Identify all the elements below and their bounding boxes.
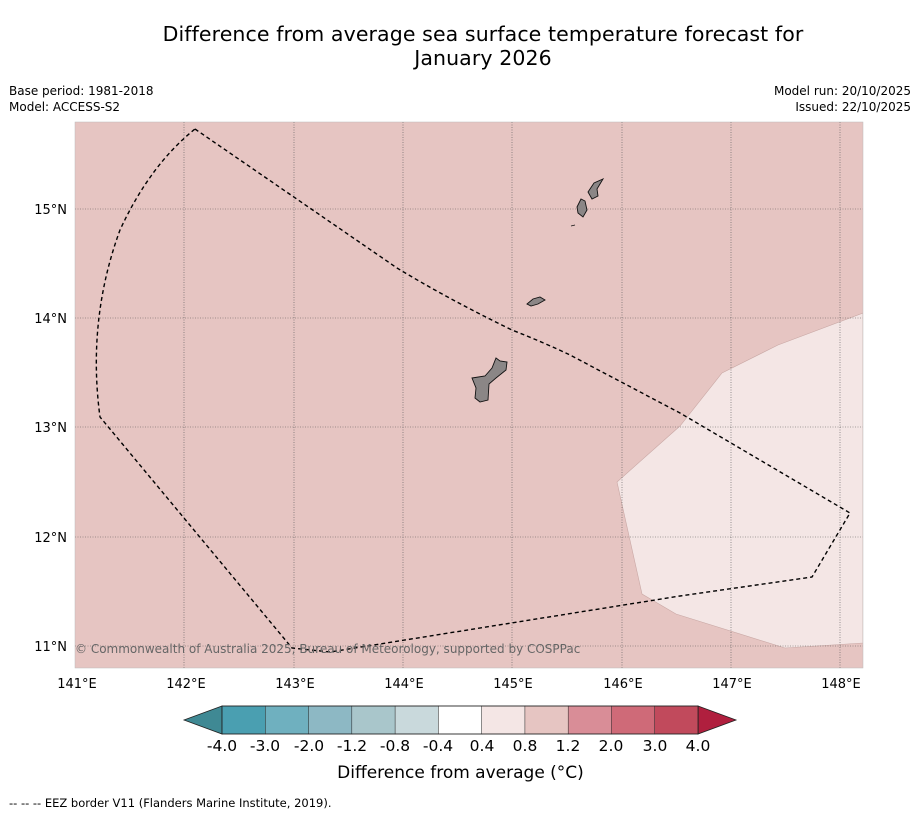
lat-label: 14°N [34, 312, 67, 327]
colorbar-segment [351, 705, 396, 735]
title-line-2: January 2026 [414, 46, 552, 70]
colorbar-tick: -4.0 [207, 737, 237, 755]
guam-island [471, 357, 508, 403]
lat-label: 15°N [34, 203, 67, 218]
lon-label: 143°E [275, 677, 315, 692]
colorbar-segment [524, 705, 569, 735]
lon-label: 145°E [493, 677, 533, 692]
colorbar-segment [394, 705, 439, 735]
colorbar-under-arrow [182, 705, 223, 735]
colorbar-segment [308, 705, 353, 735]
colorbar-ticks: -4.0 -3.0 -2.0 -1.2 -0.8 -0.4 0.4 0.8 1.… [207, 737, 710, 755]
colorbar-segment [611, 705, 656, 735]
eez-footnote: -- -- -- EEZ border V11 (Flanders Marine… [9, 796, 332, 810]
lon-label: 144°E [384, 677, 424, 692]
copyright-notice: © Commonwealth of Australia 2025, Bureau… [75, 642, 580, 656]
lon-label: 142°E [166, 677, 206, 692]
colorbar-segment [438, 705, 483, 735]
lon-label: 146°E [603, 677, 643, 692]
eez-border [95, 128, 851, 653]
colorbar-segment [567, 705, 613, 735]
colorbar-tick: 0.8 [513, 737, 538, 755]
model-run: Model run: 20/10/2025 [773, 84, 911, 98]
colorbar-segment [221, 705, 266, 735]
anomaly-region-0.4-0.8 [616, 312, 863, 649]
colorbar-segment [481, 705, 526, 735]
meta-left: Base period: 1981-2018 Model: ACCESS-S2 [9, 83, 154, 115]
lat-label: 12°N [34, 531, 67, 546]
longitude-labels: 141°E 142°E 143°E 144°E 145°E 146°E 147°… [57, 677, 861, 692]
colorbar-tick: -2.0 [294, 737, 324, 755]
lon-label: 147°E [712, 677, 752, 692]
colorbar-tick: -3.0 [250, 737, 280, 755]
islands [471, 178, 605, 403]
colorbar-tick: -0.8 [380, 737, 410, 755]
saipan-island [587, 178, 605, 200]
colorbar-title: Difference from average (°C) [337, 763, 584, 783]
rota-island [526, 296, 546, 307]
colorbar-tick: 0.4 [470, 737, 495, 755]
colorbar-segment [654, 705, 699, 735]
colorbar-segment [265, 705, 310, 735]
colorbar-over-arrow [697, 705, 738, 735]
lat-label: 11°N [34, 640, 67, 655]
colorbar-tick: 1.2 [556, 737, 581, 755]
aguijan-islet [570, 224, 576, 227]
latitude-labels: 15°N 14°N 13°N 12°N 11°N [34, 203, 67, 655]
title-line-1: Difference from average sea surface temp… [162, 22, 804, 46]
colorbar: -4.0 -3.0 -2.0 -1.2 -0.8 -0.4 0.4 0.8 1.… [182, 705, 738, 755]
lon-label: 141°E [57, 677, 97, 692]
colorbar-frame [221, 705, 699, 735]
colorbar-tick: -1.2 [337, 737, 367, 755]
figure-title: Difference from average sea surface temp… [0, 22, 919, 70]
colorbar-tick: 3.0 [643, 737, 668, 755]
lon-label: 148°E [821, 677, 861, 692]
tinian-island [576, 198, 588, 218]
lat-label: 13°N [34, 421, 67, 436]
colorbar-tick: -0.4 [423, 737, 453, 755]
issued-date: Issued: 22/10/2025 [795, 100, 911, 114]
base-period: Base period: 1981-2018 [9, 84, 154, 98]
colorbar-tick: 2.0 [599, 737, 624, 755]
map-frame [74, 121, 864, 669]
gridlines [75, 122, 863, 668]
model-name: Model: ACCESS-S2 [9, 100, 121, 114]
meta-right: Model run: 20/10/2025 Issued: 22/10/2025 [774, 83, 911, 115]
colorbar-tick: 4.0 [686, 737, 711, 755]
